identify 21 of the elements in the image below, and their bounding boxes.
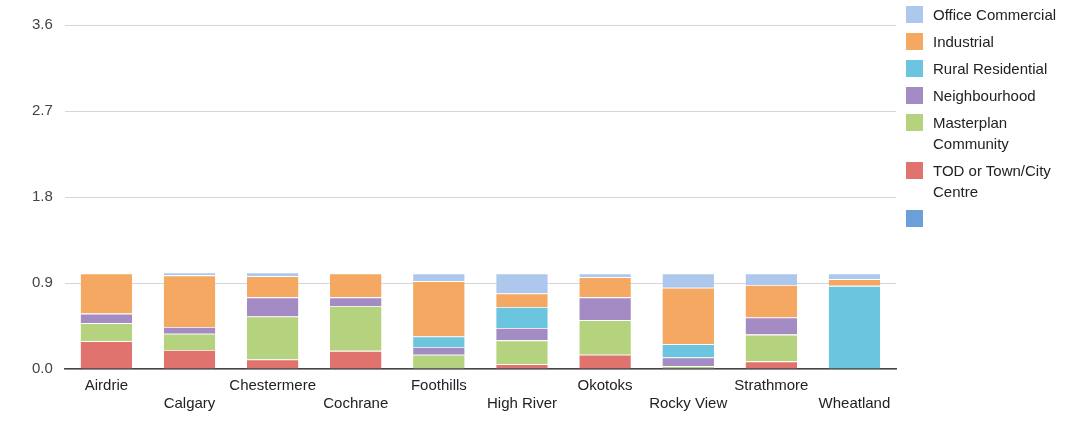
y-tick-label: 0.9 <box>31 273 53 291</box>
x-tick-label: Calgary <box>163 394 216 412</box>
legend-label: Masterplan Community <box>933 113 1010 154</box>
x-tick-label: Wheatland <box>818 394 891 412</box>
y-tick-label: 1.8 <box>31 187 53 205</box>
legend-label: Rural Residential <box>933 59 1048 79</box>
y-tick-label: 3.6 <box>31 15 53 33</box>
x-tick-label: Rocky View <box>649 394 728 412</box>
legend-label: TOD or Town/City Centre <box>933 161 1052 202</box>
x-tick-label: Foothills <box>410 376 467 394</box>
x-tick-label: Okotoks <box>577 376 633 394</box>
legend-label: Office Commercial <box>933 5 1057 25</box>
y-tick-label: 2.7 <box>31 101 53 119</box>
x-tick-label: Strathmore <box>734 376 809 394</box>
x-tick-label: Airdrie <box>84 376 129 394</box>
x-tick-label: High River <box>486 394 557 412</box>
legend-label: Industrial <box>933 32 994 52</box>
legend-label: Neighbourhood <box>933 86 1036 106</box>
x-tick-label: Chestermere <box>229 376 316 394</box>
x-tick-label: Cochrane <box>323 394 389 412</box>
y-tick-label: 0.0 <box>31 359 53 377</box>
